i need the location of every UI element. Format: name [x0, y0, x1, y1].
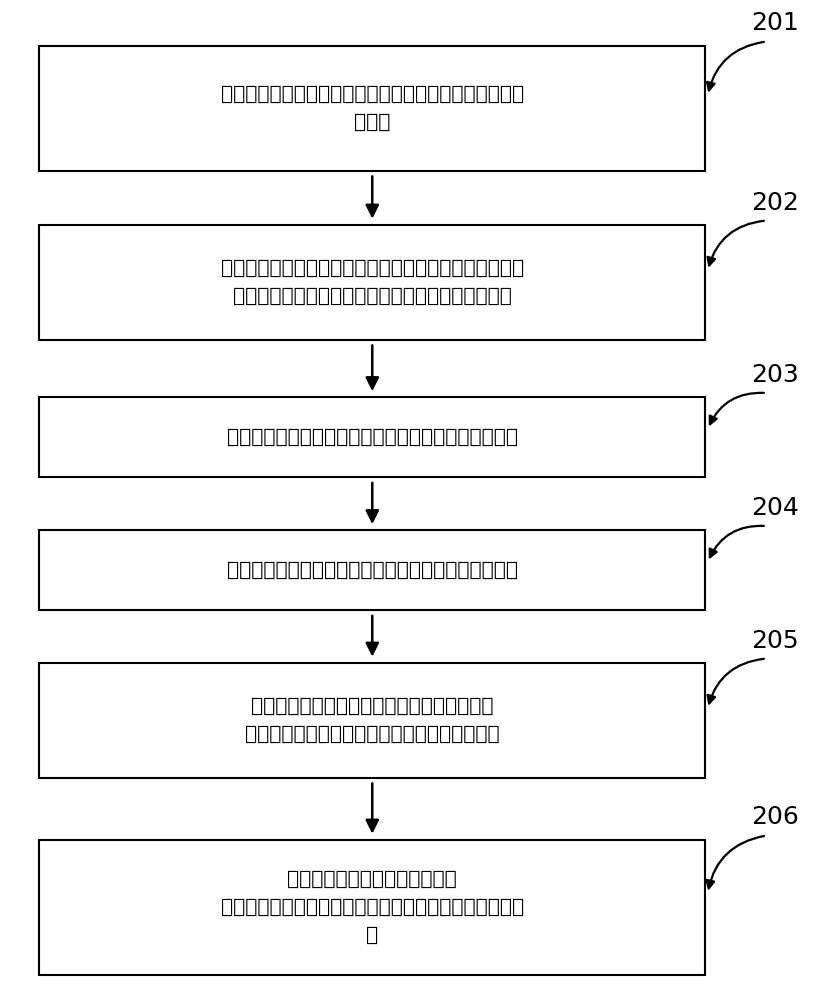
Text: 204: 204	[750, 496, 798, 520]
Text: 中继节点采用自干扰消除技术来减小自干扰带来的影响: 中继节点采用自干扰消除技术来减小自干扰带来的影响	[227, 428, 517, 446]
FancyBboxPatch shape	[39, 840, 704, 974]
Text: 中继对信源广播的信号和中继处自干扰进行接收，窃听者
对信源广播的信号和中继发射的重编码信号进行接收: 中继对信源广播的信号和中继处自干扰进行接收，窃听者 对信源广播的信号和中继发射的…	[220, 258, 523, 306]
Text: 206: 206	[750, 806, 798, 830]
Text: 获取信源到中继链路及中继到信宿链路的信干
躁比，并计算出信宿和窃听者处的接收信干噪比: 获取信源到中继链路及中继到信宿链路的信干 躁比，并计算出信宿和窃听者处的接收信干…	[245, 696, 499, 744]
FancyBboxPatch shape	[39, 225, 704, 340]
Text: 205: 205	[750, 628, 798, 652]
Text: 信源采用人工噪声预编码方案同时广播有用信号和人工噪
声信号: 信源采用人工噪声预编码方案同时广播有用信号和人工噪 声信号	[220, 85, 523, 131]
Text: 203: 203	[750, 363, 798, 387]
FancyBboxPatch shape	[39, 397, 704, 477]
Text: 信宿采用最大比合并策略接收中继重编码后的发射信号: 信宿采用最大比合并策略接收中继重编码后的发射信号	[227, 560, 517, 580]
Text: 202: 202	[750, 190, 798, 215]
Text: 根据信宿和窃听者处的接收信干
噪比获取所述系统的瞬时安全速率，并计算出平均安全速
率: 根据信宿和窃听者处的接收信干 噪比获取所述系统的瞬时安全速率，并计算出平均安全速…	[220, 869, 523, 944]
FancyBboxPatch shape	[39, 45, 704, 170]
Text: 201: 201	[750, 11, 798, 35]
FancyBboxPatch shape	[39, 530, 704, 610]
FancyBboxPatch shape	[39, 662, 704, 778]
